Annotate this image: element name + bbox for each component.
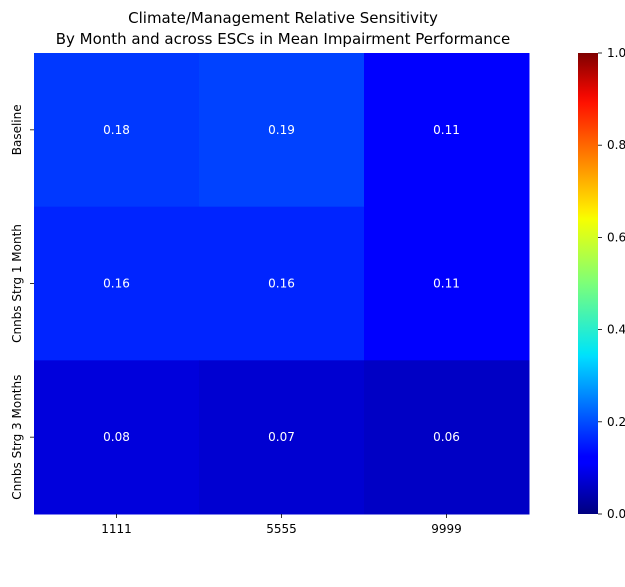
cell-value-label: 0.11: [433, 277, 460, 291]
heatmap-cell: [199, 53, 365, 208]
colorbar: [578, 53, 598, 514]
x-axis: 1111 5555 9999: [101, 514, 462, 536]
cell-value-label: 0.08: [103, 430, 130, 444]
colorbar-tick-label: 0.0: [607, 507, 625, 521]
colorbar-tick-label: 0.8: [607, 138, 625, 152]
colorbar-tick-label: 0.4: [607, 323, 625, 337]
y-tick-label: Cnnbs Strg 3 Months: [10, 375, 24, 500]
colorbar-tick-label: 0.6: [607, 230, 625, 244]
x-tick-label: 1111: [101, 522, 132, 536]
heatmap-cell: [199, 206, 365, 361]
heatmap-cell: [34, 206, 200, 361]
chart-title: Climate/Management Relative Sensitivity: [128, 9, 438, 27]
x-tick-label: 9999: [431, 522, 462, 536]
cell-value-label: 0.19: [268, 123, 295, 137]
colorbar-tick-label: 1.0: [607, 46, 625, 60]
cell-value-label: 0.07: [268, 430, 295, 444]
colorbar-tick-label: 0.2: [607, 415, 625, 429]
heatmap-cell: [364, 53, 530, 208]
y-tick-label: Baseline: [10, 104, 24, 155]
cell-value-label: 0.18: [103, 123, 130, 137]
heatmap-cell: [364, 206, 530, 361]
heatmap-cell: [34, 53, 200, 208]
cell-value-label: 0.06: [433, 430, 460, 444]
y-axis: Baseline Cnnbs Strg 1 Month Cnnbs Strg 3 M…: [10, 104, 34, 500]
heatmap-cell: [34, 360, 200, 515]
heatmap-cell: [364, 360, 530, 515]
heatmap-cell: [199, 360, 365, 515]
y-tick-label: Cnnbs Strg 1 Month: [10, 224, 24, 343]
chart-subtitle: By Month and across ESCs in Mean Impairm…: [56, 30, 511, 48]
cell-value-label: 0.16: [268, 277, 295, 291]
x-tick-label: 5555: [266, 522, 297, 536]
heatmap-cells: 0.18 0.19 0.11 0.16 0.16 0.11 0.08 0.07 0.06: [34, 53, 530, 515]
cell-value-label: 0.11: [433, 123, 460, 137]
cell-value-label: 0.16: [103, 277, 130, 291]
colorbar-axis: 0.0 0.2 0.4 0.6 0.8 1.0: [598, 46, 625, 521]
